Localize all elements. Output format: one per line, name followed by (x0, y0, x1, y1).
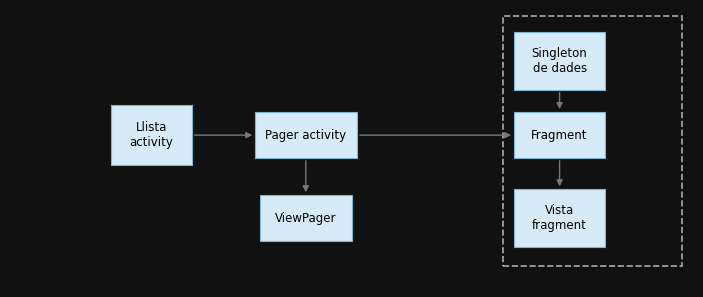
Text: Singleton
de dades: Singleton de dades (531, 47, 588, 75)
FancyBboxPatch shape (514, 32, 605, 90)
Text: Fragment: Fragment (531, 129, 588, 142)
FancyBboxPatch shape (514, 112, 605, 158)
FancyBboxPatch shape (111, 105, 191, 165)
Text: Pager activity: Pager activity (265, 129, 347, 142)
Text: Llista
activity: Llista activity (129, 121, 173, 149)
Text: ViewPager: ViewPager (275, 212, 337, 225)
Text: Vista
fragment: Vista fragment (532, 204, 587, 232)
FancyBboxPatch shape (514, 189, 605, 247)
FancyBboxPatch shape (260, 195, 352, 241)
FancyBboxPatch shape (255, 112, 356, 158)
